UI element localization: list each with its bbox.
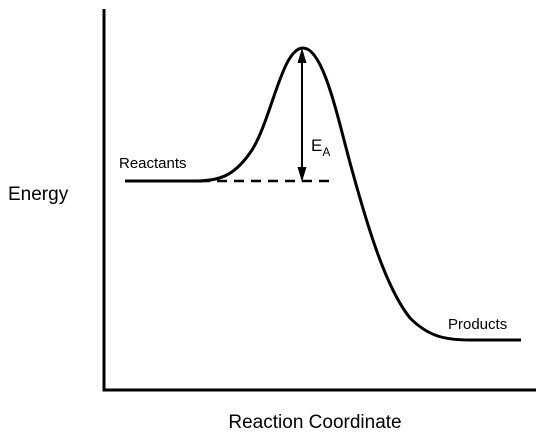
activation-energy-label: EA bbox=[311, 136, 330, 159]
reactants-label: Reactants bbox=[119, 155, 187, 172]
arrowhead-down bbox=[297, 167, 307, 182]
x-axis-label: Reaction Coordinate bbox=[228, 412, 401, 433]
products-label: Products bbox=[448, 316, 507, 333]
y-axis-label: Energy bbox=[8, 184, 69, 205]
arrowhead-up bbox=[297, 48, 307, 63]
activation-energy-subscript: A bbox=[322, 145, 330, 159]
energy-curve bbox=[125, 46, 521, 342]
activation-energy-main: E bbox=[311, 136, 322, 155]
